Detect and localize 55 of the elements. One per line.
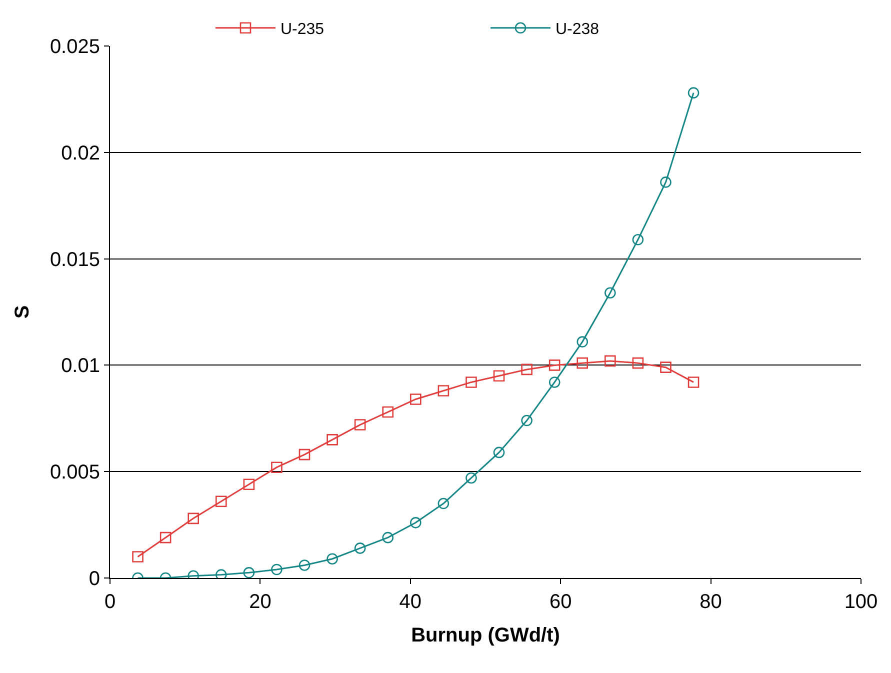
point [326,553,338,564]
point [271,462,282,473]
point [548,376,560,388]
point [493,370,505,382]
y-axis-title: S [11,305,34,319]
point [576,336,588,348]
point [632,357,644,369]
point [243,567,255,578]
x-axis-title: Burnup (GWd/t) [411,624,560,646]
point [326,434,338,446]
point [354,419,366,430]
point [521,364,532,376]
point [632,234,644,246]
x-tick-label: 60 [549,591,572,613]
y-tick-label: 0.015 [50,248,100,271]
point [298,560,310,571]
point [466,472,477,484]
point [438,498,450,510]
point [382,532,394,544]
y-tick-label: 0.01 [61,355,100,378]
point [521,414,532,426]
x-tick-label: 0 [104,591,116,613]
x-tick-label: 20 [249,591,272,613]
point [160,532,172,544]
point [660,176,672,188]
y-tick-label: 0 [88,568,100,590]
point [382,406,394,418]
point [548,360,560,371]
point [466,376,477,388]
legend-label: U-238 [556,21,600,38]
point [354,542,366,554]
point [132,551,144,562]
point [216,569,227,578]
point [216,496,227,508]
point [493,446,505,458]
point [410,517,422,528]
point [576,357,588,369]
x-tick-label: 80 [700,591,722,613]
point [688,376,700,388]
x-tick-label: 100 [844,591,878,613]
y-tick-label: 0.025 [50,36,100,58]
point [660,362,672,373]
point [298,448,310,460]
point [410,394,422,405]
y-tick-label: 0.02 [61,142,100,164]
point [271,564,282,576]
point [688,87,700,98]
point [243,478,255,490]
point [604,355,616,367]
point [188,512,200,524]
y-tick-label: 0.005 [50,462,100,484]
point [604,287,616,298]
x-tick-label: 40 [399,591,422,613]
point [438,385,450,396]
legend-label: U-235 [280,21,324,38]
